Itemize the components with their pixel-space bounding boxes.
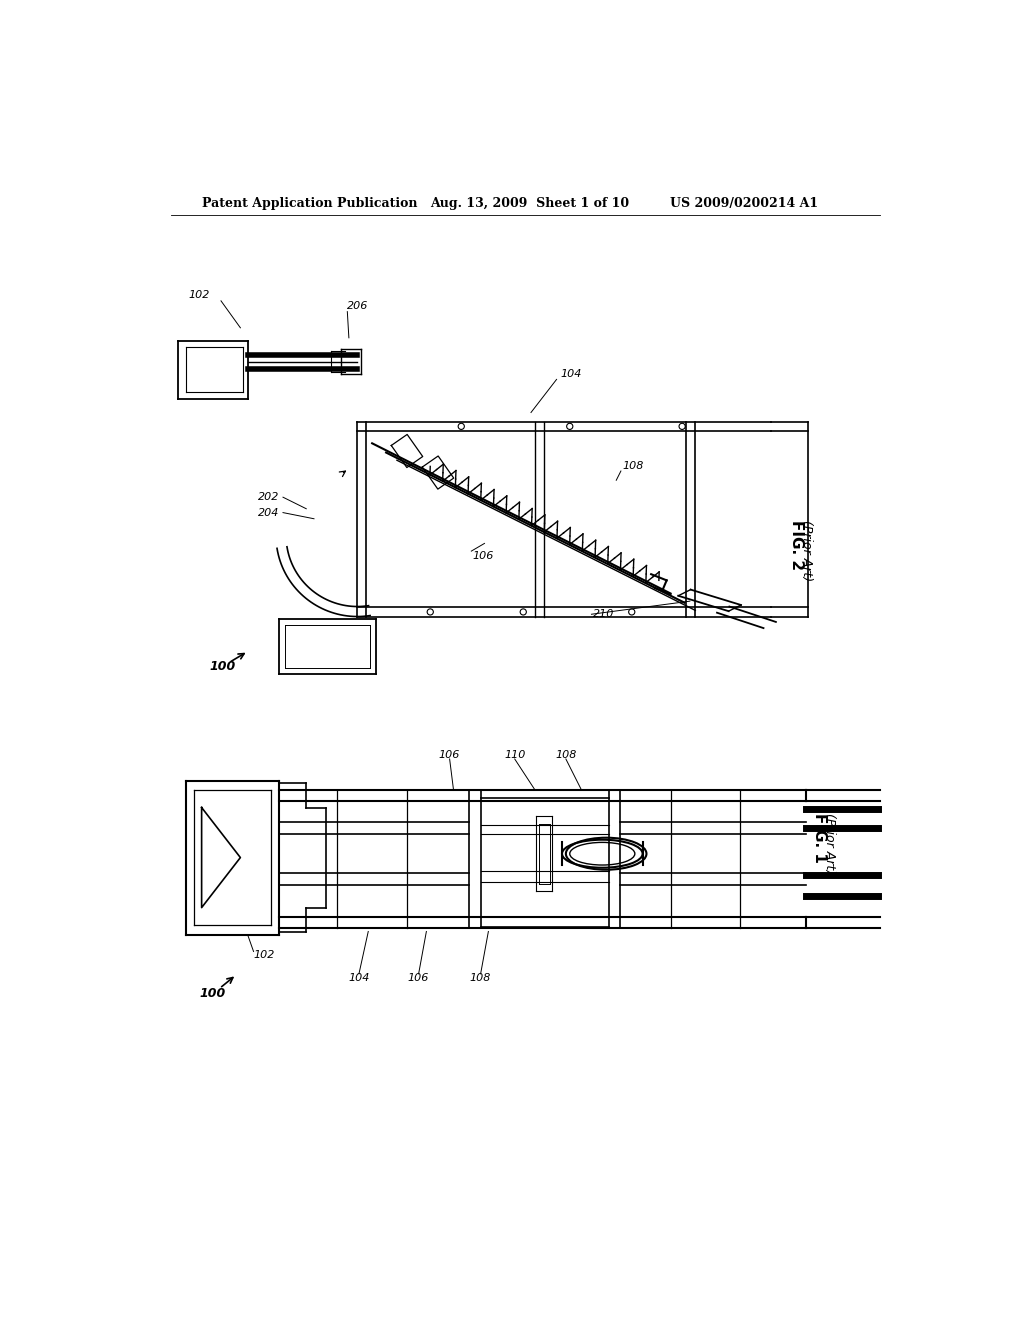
Text: 204: 204 — [258, 508, 280, 517]
Text: FIG. 1: FIG. 1 — [812, 813, 826, 863]
Text: (Prior Art): (Prior Art) — [823, 813, 836, 874]
Text: 108: 108 — [623, 462, 644, 471]
Text: 110: 110 — [504, 750, 525, 760]
Text: 106: 106 — [473, 550, 495, 561]
Text: Patent Application Publication: Patent Application Publication — [202, 197, 417, 210]
Text: (Prior Art): (Prior Art) — [800, 520, 813, 581]
Text: 102: 102 — [188, 290, 209, 301]
Text: 100: 100 — [200, 987, 225, 1001]
Text: 100: 100 — [209, 660, 236, 673]
Text: 106: 106 — [408, 973, 429, 983]
Text: 206: 206 — [347, 301, 369, 312]
Text: FIG. 2: FIG. 2 — [788, 520, 804, 570]
Text: 104: 104 — [348, 973, 370, 983]
Text: 104: 104 — [560, 370, 582, 379]
Text: 202: 202 — [258, 492, 280, 502]
Text: 210: 210 — [593, 610, 614, 619]
Text: 108: 108 — [470, 973, 492, 983]
Text: Aug. 13, 2009  Sheet 1 of 10: Aug. 13, 2009 Sheet 1 of 10 — [430, 197, 630, 210]
Text: 106: 106 — [439, 750, 461, 760]
Text: US 2009/0200214 A1: US 2009/0200214 A1 — [671, 197, 818, 210]
Text: 108: 108 — [555, 750, 577, 760]
Text: 102: 102 — [254, 950, 274, 961]
